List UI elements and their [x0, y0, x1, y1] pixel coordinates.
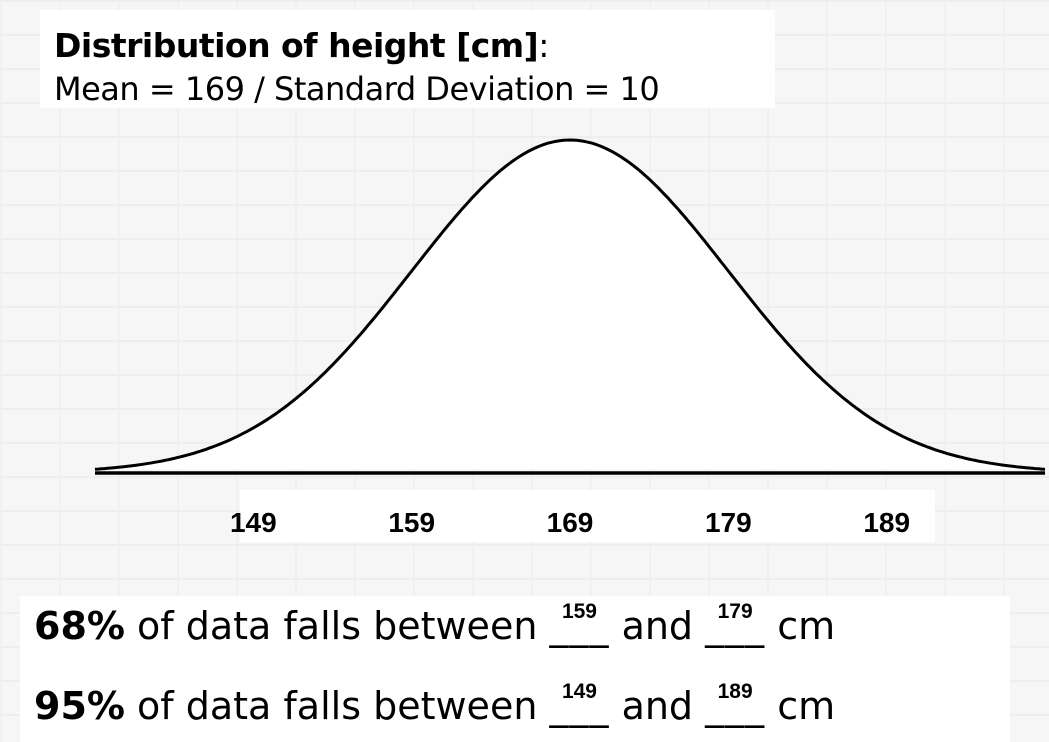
bell-curve-line — [94, 138, 1046, 471]
x-tick-labels: 149 159 169 179 189 — [230, 507, 910, 538]
fact-95-line: 95% of data falls between ___ 149 and ___… — [34, 680, 836, 728]
fact-68-low-value: 159 — [561, 600, 597, 623]
title-box: Distribution of height [cm]: Mean = 169 … — [40, 10, 775, 108]
fact-68-percent: 68% — [34, 604, 125, 648]
chart-title: Distribution of height [cm]: — [54, 26, 549, 65]
fact-68-text: of data falls between — [124, 604, 550, 648]
normal-curve-chart — [94, 138, 1046, 475]
fact-95-high-blank: ___ 189 — [705, 680, 766, 728]
chart-subtitle: Mean = 169 / Standard Deviation = 10 — [54, 70, 660, 108]
fact-68-low-blank: ___ 159 — [549, 600, 610, 648]
fact-68-high-value: 179 — [717, 600, 753, 623]
fact-95-high-value: 189 — [717, 680, 753, 703]
x-tick-label-179: 179 — [705, 507, 752, 538]
fact-95-and: and — [609, 684, 706, 728]
facts-box: 68% of data falls between ___ 159 and ___… — [20, 596, 1010, 742]
x-tick-label-149: 149 — [230, 507, 277, 538]
fact-68-unit: cm — [765, 604, 836, 648]
x-tick-label-box — [240, 490, 935, 542]
x-tick-label-189: 189 — [863, 507, 910, 538]
fact-95-unit: cm — [765, 684, 836, 728]
x-tick-label-169: 169 — [547, 507, 594, 538]
x-tick-label-159: 159 — [388, 507, 435, 538]
fact-95-low-value: 149 — [561, 680, 597, 703]
fact-68-line: 68% of data falls between ___ 159 and ___… — [34, 600, 836, 648]
fact-68-high-blank: ___ 179 — [705, 600, 766, 648]
fact-68-and: and — [609, 604, 706, 648]
fact-95-text: of data falls between — [124, 684, 550, 728]
curve-area — [95, 140, 1045, 470]
fact-95-percent: 95% — [34, 684, 125, 728]
fact-95-low-blank: ___ 149 — [549, 680, 610, 728]
